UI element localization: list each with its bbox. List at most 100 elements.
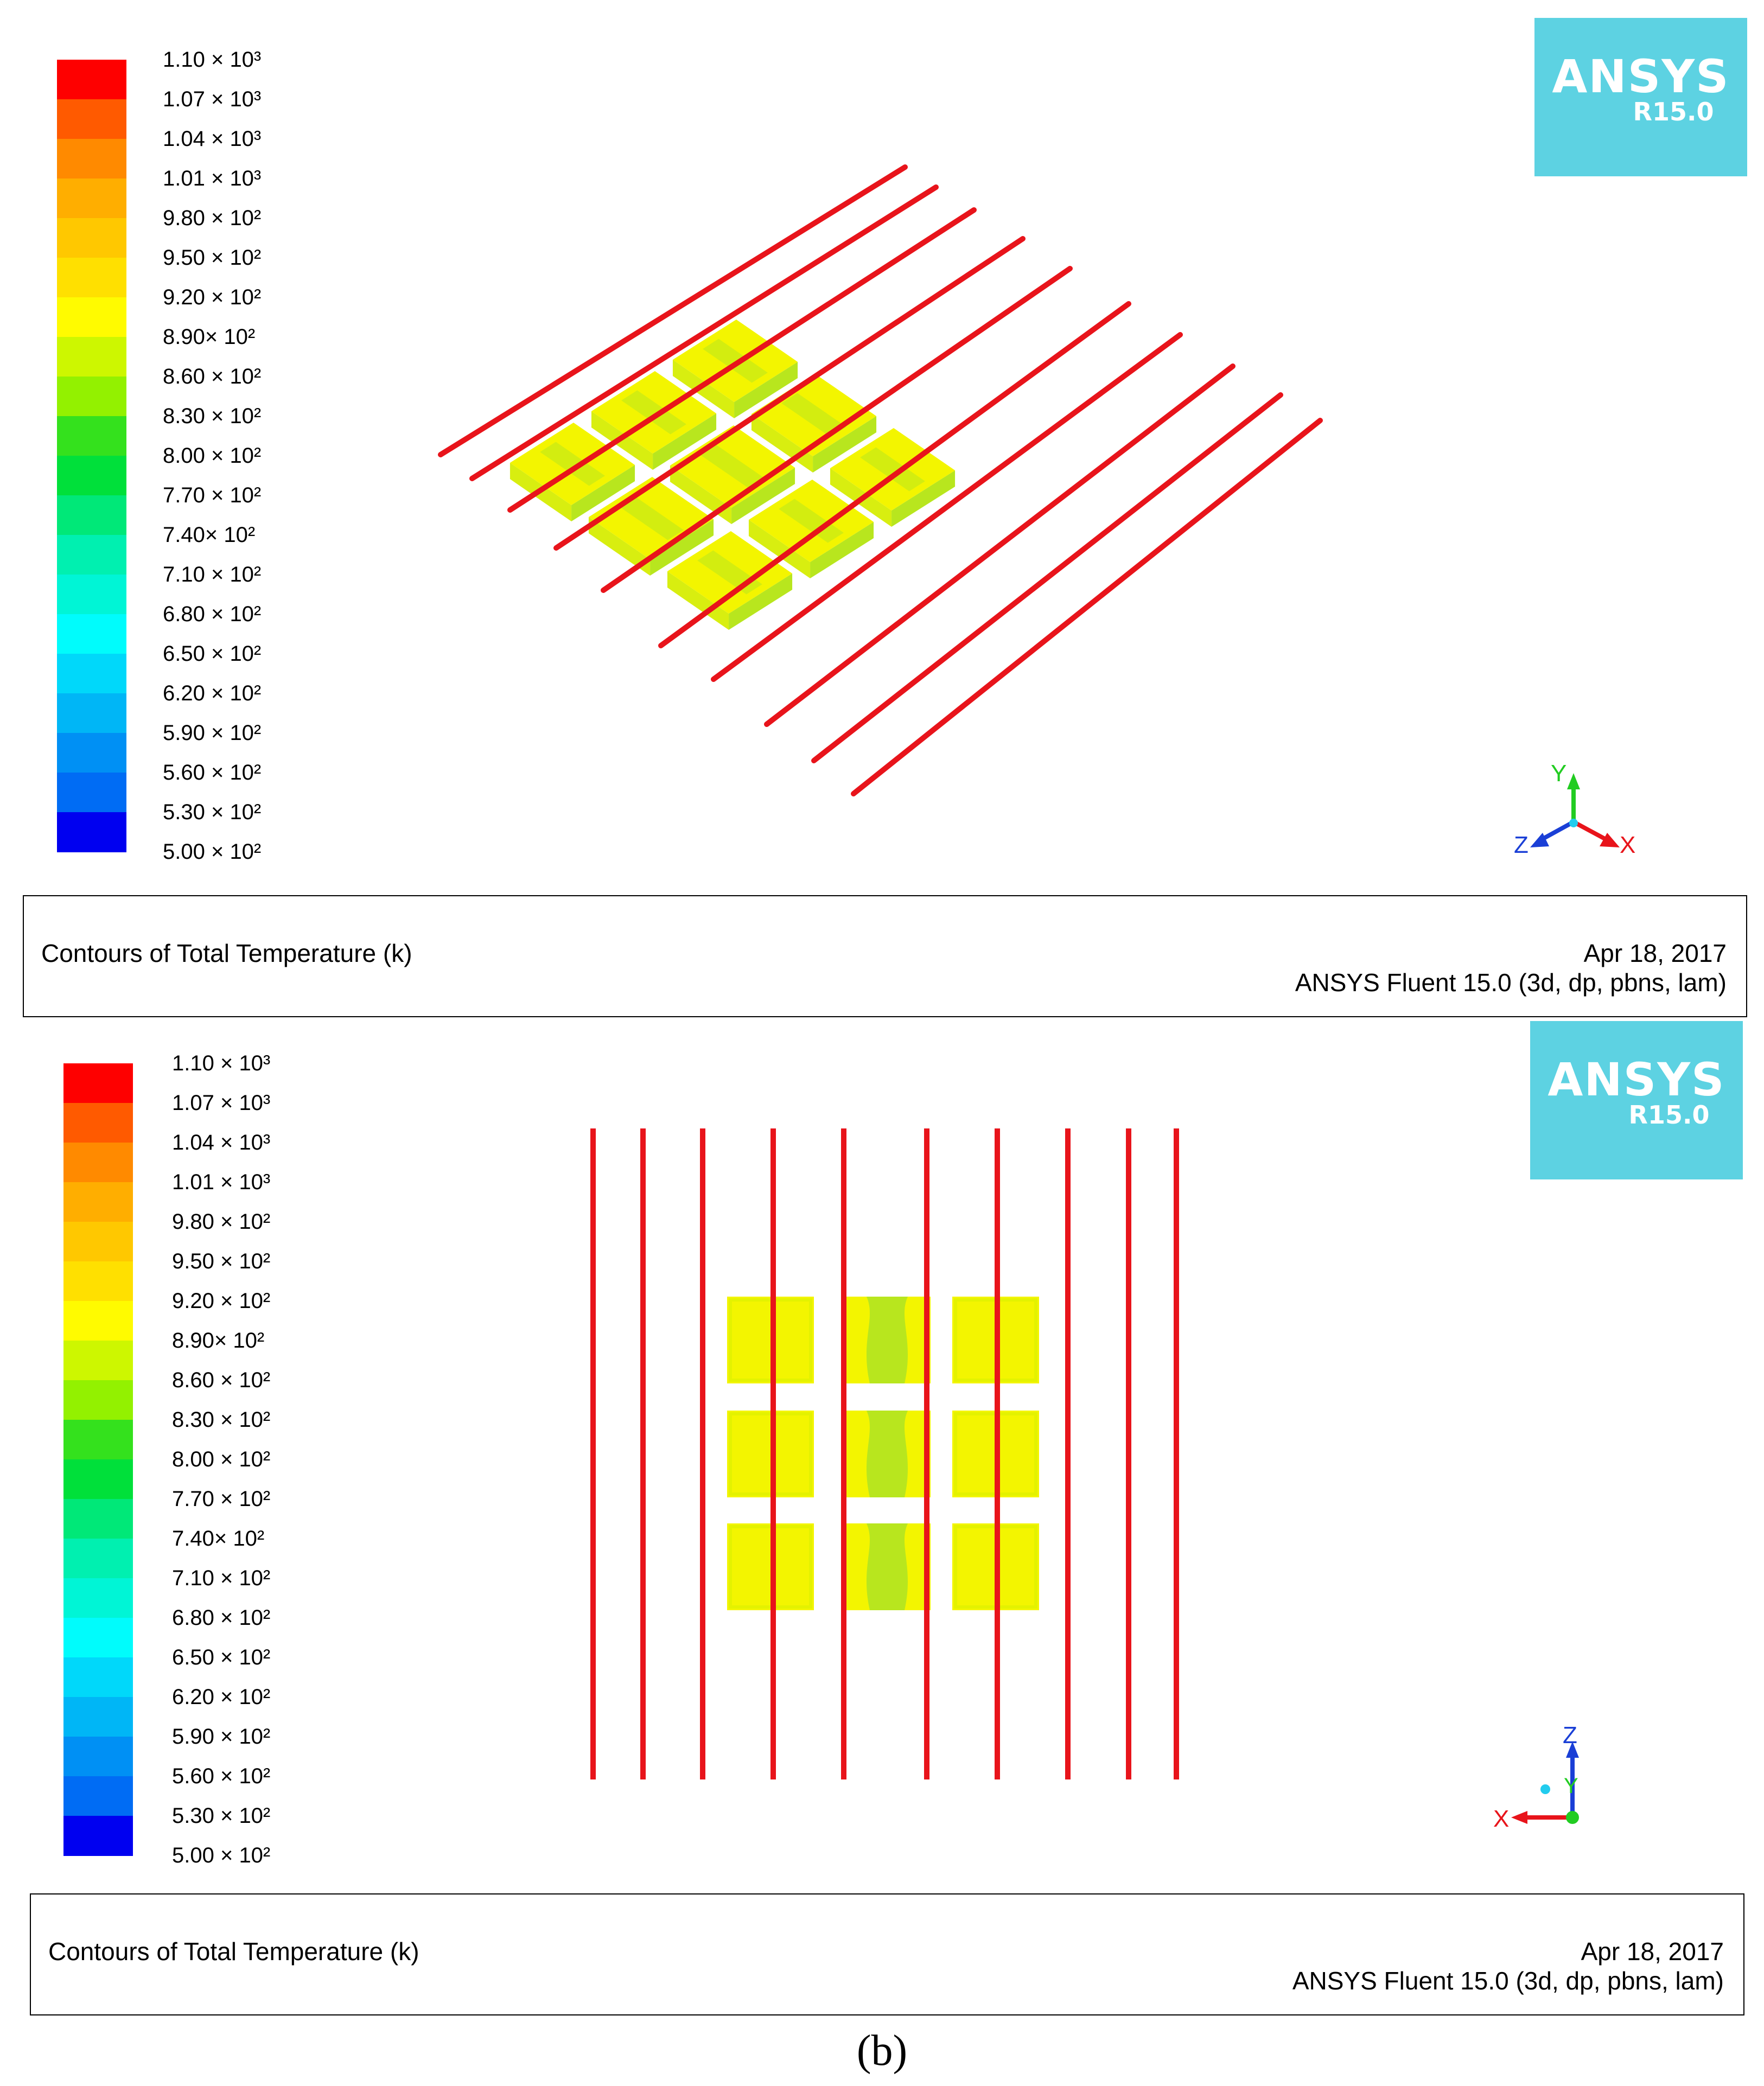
colorbar-swatch xyxy=(57,178,126,219)
ansys-logo: ANSYS R15.0 xyxy=(1530,1021,1743,1179)
colorbar-swatch xyxy=(57,812,126,852)
colorbar-tick-label: 5.30 × 10² xyxy=(172,1804,271,1828)
colorbar-tick-label: 1.07 × 10³ xyxy=(163,87,262,111)
figure-caption-text: (b) xyxy=(856,2027,908,2075)
y-axis-label: Y xyxy=(1551,760,1566,787)
heating-block-side xyxy=(667,571,729,630)
footer-solver: ANSYS Fluent 15.0 (3d, dp, pbns, lam) xyxy=(1295,968,1727,997)
heating-wire xyxy=(658,301,1131,648)
colorbar-swatch xyxy=(57,218,126,258)
colorbar-swatch xyxy=(57,773,126,813)
heating-block-contour xyxy=(867,1411,908,1497)
heating-block-side xyxy=(571,464,635,522)
axis-origin xyxy=(1566,1811,1579,1824)
colorbar-tick-label: 7.40× 10² xyxy=(163,523,256,547)
footer-solver: ANSYS Fluent 15.0 (3d, dp, pbns, lam) xyxy=(1292,1967,1724,1995)
colorbar-swatch xyxy=(57,337,126,377)
colorbar-tick-label: 7.40× 10² xyxy=(172,1527,265,1551)
colorbar-swatch xyxy=(57,456,126,496)
heating-block-contour xyxy=(860,447,925,492)
x-axis-head xyxy=(1511,1811,1527,1824)
heating-wire xyxy=(811,392,1283,763)
colorbar-swatch xyxy=(63,1499,133,1539)
colorbar-tick-label: 6.50 × 10² xyxy=(172,1645,271,1669)
heating-block-contour xyxy=(779,499,844,543)
y-axis-dot xyxy=(1540,1784,1550,1794)
colorbar-tick-label: 1.04 × 10³ xyxy=(172,1131,271,1154)
axis-triad: Y Z X xyxy=(1514,760,1635,858)
heating-block-side xyxy=(813,416,877,473)
colorbar-tick-label: 7.70 × 10² xyxy=(163,483,262,507)
colorbar-tick-label: 1.01 × 10³ xyxy=(172,1170,271,1194)
x-axis-label: X xyxy=(1620,832,1635,858)
colorbar-swatch xyxy=(57,60,126,100)
colorbar-tick-label: 5.00 × 10² xyxy=(163,840,262,864)
heating-block-contour xyxy=(619,496,684,540)
contour-panel-top: 1.10 × 10³ 1.07 × 10³ 1.04 × 10³ 1.01 × 10³… xyxy=(0,1020,1764,2029)
heating-wire xyxy=(438,164,908,457)
heating-wires xyxy=(438,164,1323,796)
colorbar-tick-label: 7.70 × 10² xyxy=(172,1487,271,1511)
colorbar-swatch xyxy=(63,1301,133,1341)
heating-wire xyxy=(507,207,977,513)
colorbar-swatch xyxy=(63,1618,133,1658)
heating-block-side xyxy=(748,520,811,579)
colorbar-swatch xyxy=(57,377,126,417)
ansys-logo-version: R15.0 xyxy=(1628,1100,1710,1130)
footer-title: Contours of Total Temperature (k) xyxy=(41,939,412,967)
heating-block-side xyxy=(729,573,793,630)
heating-block-side xyxy=(734,361,798,419)
x-axis-head xyxy=(1600,833,1620,847)
colorbar-tick-label: 5.90 × 10² xyxy=(163,721,262,745)
y-axis-head xyxy=(1567,773,1580,789)
colorbar-tick-label: 9.80 × 10² xyxy=(163,206,262,230)
colorbar-swatch xyxy=(57,733,126,773)
colorbar-tick-label: 8.00 × 10² xyxy=(163,444,262,468)
axis-triad: Z Y X xyxy=(1493,1722,1579,1832)
colorbar-tick-label: 5.60 × 10² xyxy=(163,761,262,784)
colorbar-swatch xyxy=(63,1737,133,1777)
colorbar-swatch xyxy=(57,99,126,139)
y-axis-label: Y xyxy=(1564,1774,1578,1798)
colorbar-swatch xyxy=(63,1816,133,1856)
colorbar-swatch xyxy=(63,1182,133,1222)
colorbar-tick-label: 5.30 × 10² xyxy=(163,800,262,824)
colorbar-tick-label: 1.04 × 10³ xyxy=(163,127,262,151)
footer-date: Apr 18, 2017 xyxy=(1583,939,1727,967)
colorbar-tick-label: 9.20 × 10² xyxy=(172,1289,271,1313)
colorbar-swatch xyxy=(57,575,126,615)
colorbar-swatch xyxy=(63,1341,133,1381)
heating-block-contour xyxy=(867,1523,908,1610)
top-view-scene: Z Y X xyxy=(590,1128,1579,1832)
heating-wire xyxy=(553,236,1026,551)
heating-block-side xyxy=(731,467,795,525)
heating-block-contour xyxy=(781,393,846,437)
z-axis-label: Z xyxy=(1563,1722,1577,1749)
ansys-logo: ANSYS R15.0 xyxy=(1534,18,1747,176)
colorbar-swatch xyxy=(63,1063,133,1103)
colorbar-swatch xyxy=(63,1657,133,1698)
colorbar-swatch xyxy=(63,1578,133,1618)
contour-panel-isometric: 1.10 × 10³ 1.07 × 10³ 1.04 × 10³ 1.01 × 10³… xyxy=(0,0,1764,1020)
ansys-logo-brand: ANSYS xyxy=(1548,1053,1725,1106)
colorbar-swatch xyxy=(57,495,126,535)
heating-wire xyxy=(601,266,1073,593)
colorbar-swatch xyxy=(57,535,126,575)
colorbar-tick-label: 8.30 × 10² xyxy=(172,1408,271,1432)
colorbar-tick-label: 8.60 × 10² xyxy=(163,365,262,388)
z-axis-label: Z xyxy=(1514,832,1529,858)
z-axis-head xyxy=(1566,1741,1579,1758)
colorbar-tick-label: 6.20 × 10² xyxy=(172,1685,271,1709)
heating-block-side xyxy=(891,470,956,527)
colorbar-tick-label: 6.80 × 10² xyxy=(172,1606,271,1630)
colorbar-tick-label: 9.20 × 10² xyxy=(163,285,262,309)
colorbar-swatch xyxy=(57,416,126,456)
colorbar-tick-label: 1.01 × 10³ xyxy=(163,167,262,190)
footer-box: Contours of Total Temperature (k) Apr 18… xyxy=(30,1893,1744,2015)
heating-block-contour xyxy=(540,442,605,486)
heating-wires xyxy=(590,1128,1179,1779)
colorbar-swatch xyxy=(63,1459,133,1500)
footer-title: Contours of Total Temperature (k) xyxy=(48,1937,419,1966)
x-axis-label: X xyxy=(1493,1806,1509,1832)
colorbar-swatch xyxy=(63,1103,133,1143)
